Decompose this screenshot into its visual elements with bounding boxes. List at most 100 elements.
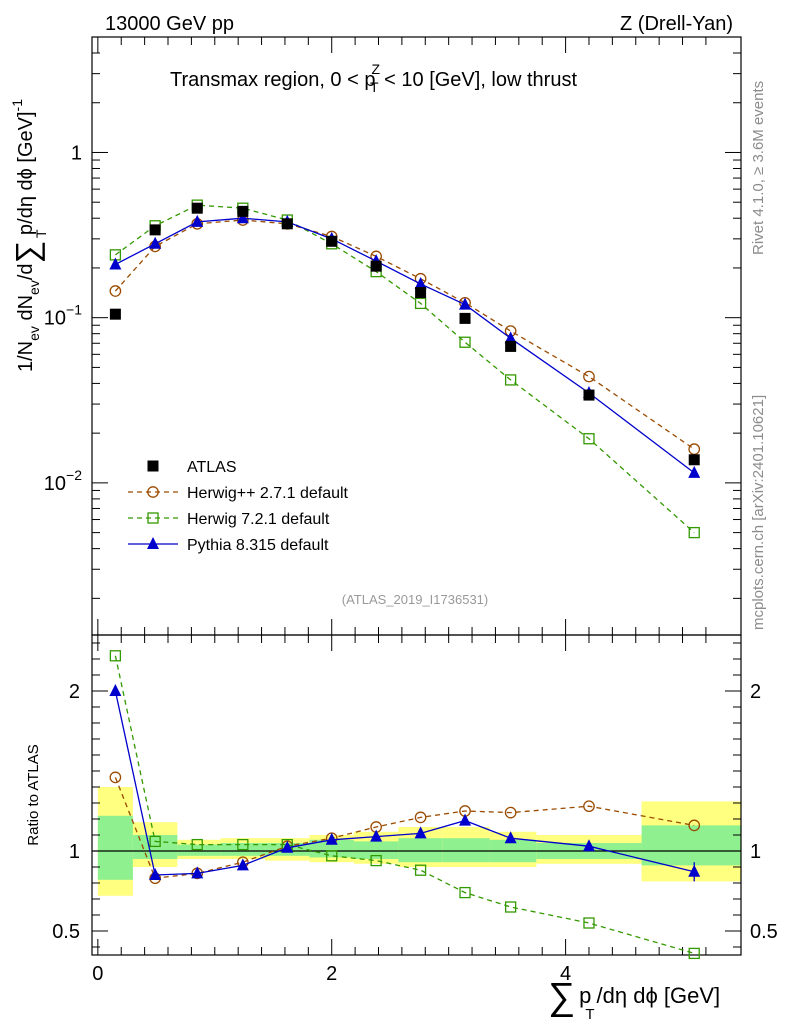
band-inner-0 [97,815,133,880]
ratio-point-herwig-7-2-1-default-10 [583,917,595,929]
main-point-atlas-8 [459,312,471,324]
energy-label: 13000 GeV pp [105,13,234,35]
main-point-herwig-7-2-1-default-9 [504,374,517,386]
legend-marker-herwig-2-7-1-default [147,486,159,498]
ratio-point-pythia-8-315-default-4 [281,840,294,853]
ylabel-part-4: /d [15,263,37,280]
main-title: Transmax region, 0 < pZ T < 10 [GeV], low… [170,61,577,95]
xlabel-sub-t: T [585,1006,594,1023]
main-point-atlas-4 [281,218,293,230]
ratio-line-herwig-7-2-1-default [114,655,695,955]
ylabel-part-2: dN [15,295,37,326]
ratio-point-herwig-7-2-1-default-0 [109,650,122,662]
main-y-label: 1/Nev dNev/d∑ pT /dη dϕ [GeV]-1 [9,99,49,372]
main-line-pythia-8-315-default [115,217,695,474]
ratio-point-herwig-7-2-1-default-9 [504,901,517,913]
ratio-point-herwig-2-7-1-default-11 [688,819,701,832]
ylabel-sum-sign: ∑ [9,241,45,264]
main-point-pythia-8-315-default-9 [504,331,517,344]
ratio-point-herwig-2-7-1-default-7 [414,811,427,824]
ylabel-part-0: 1/N [15,341,37,372]
ratio-point-herwig-2-7-1-default-10 [583,800,595,813]
axis-ticks [92,36,741,955]
ratio-point-pythia-8-315-default-8 [459,813,472,826]
ratio-point-herwig-2-7-1-default-9 [504,806,517,819]
xlabel-rest: /dη dϕ [GeV] [597,983,721,1008]
ratio-point-herwig-7-2-1-default-7 [414,864,427,876]
ratio-point-pythia-8-315-default-10 [582,839,595,852]
ratio-point-pythia-8-315-default-9 [504,831,517,844]
ratio-point-pythia-8-315-default-3 [236,858,249,871]
rivet-label: Rivet 4.1.0, ≥ 3.6M events [750,81,767,255]
main-point-herwig-7-2-1-default-10 [583,433,595,445]
title-part-1: Transmax region, 0 < p [170,69,375,91]
main-point-herwig-7-2-1-default-7 [414,297,427,310]
ylabel-sup-minus1: -1 [9,99,25,112]
ylabel-part-6: p [15,224,37,241]
ratio-point-herwig-7-2-1-default-11 [688,947,700,960]
process-label: Z (Drell-Yan) [620,13,733,35]
main-point-pythia-8-315-default-11 [688,465,701,478]
main-point-atlas-5 [326,235,338,247]
main-point-pythia-8-315-default-8 [459,297,472,310]
main-point-atlas-3 [237,205,249,217]
main-plot-marks [109,199,701,539]
ylabel-sub-ev1: ev [26,326,42,341]
main-point-atlas-1 [149,224,161,236]
ratio-point-herwig-2-7-1-default-0 [109,771,122,784]
main-point-atlas-10 [583,389,595,401]
ratio-ytick-label-left-1: 1 [69,841,80,863]
main-point-herwig-2-7-1-default-0 [109,285,122,297]
main-point-herwig-2-7-1-default-10 [583,370,595,383]
ratio-ytick-label-left-2: 2 [69,681,80,703]
title-sup-z: Z [371,61,380,77]
band-inner-8 [442,838,490,863]
ratio-point-herwig-7-2-1-default-1 [149,835,161,848]
ratio-xtick-label-2: 4 [560,963,571,985]
ratio-uncertainty-bands [92,787,741,896]
band-inner-7 [398,838,443,863]
ylabel-sub-ev2: ev [26,280,42,295]
ratio-ytick-label-left-0: 0.5 [52,921,80,943]
xlabel-p: p [579,983,591,1008]
xlabel-sum-sign: ∑ [548,976,575,1018]
legend-marker-atlas [147,460,159,472]
ratio-ytick-label-right-2: 2 [750,681,761,703]
ratio-point-pythia-8-315-default-5 [325,832,338,845]
main-point-herwig-2-7-1-default-11 [688,443,701,456]
legend-marker-herwig-7-2-1-default [147,512,159,524]
band-inner-5 [309,839,354,858]
main-point-atlas-2 [191,202,203,214]
ratio-line-pythia-8-315-default [114,690,695,876]
ylabel-part-8: /dη dϕ [GeV] [15,111,37,229]
ratio-ytick-label-right-1: 1 [750,841,761,863]
x-axis-label: ∑ p T/dη dϕ [GeV] [548,976,720,1023]
title-part-2: < 10 [GeV], low thrust [379,69,578,91]
ratio-point-pythia-8-315-default-1 [149,868,162,880]
ylabel-sub-t: T [33,229,49,238]
ratio-xtick-label-0: 0 [92,963,103,985]
ratio-point-herwig-7-2-1-default-2 [191,838,203,851]
axis-tick-labels: 1 10−1 10−2 0 2 4 0.5 0.5 1 1 2 2 [44,142,778,985]
title-sub-t: T [370,79,379,95]
ratio-plot-frame [91,634,742,956]
main-point-pythia-8-315-default-7 [414,276,427,289]
ratio-y-label: Ratio to ATLAS [25,744,42,845]
legend-label-herwig-7-2-1-default: Herwig 7.2.1 default [187,511,330,528]
ratio-point-pythia-8-315-default-6 [370,829,383,842]
main-point-atlas-6 [370,260,382,272]
main-point-herwig-7-2-1-default-11 [688,526,700,539]
ratio-plot-marks [109,650,701,960]
main-line-herwig-2-7-1-default [114,219,695,450]
main-ytick-label-1: 10−1 [44,302,82,330]
band-inner-6 [353,841,399,859]
main-point-pythia-8-315-default-1 [149,236,162,249]
analysis-tag: (ATLAS_2019_I1736531) [342,592,488,607]
mcplots-label: mcplots.cern.ch [arXiv:2401.10621] [750,395,767,630]
legend-marker-pythia-8-315-default [147,537,159,549]
ratio-point-pythia-8-315-default-2 [191,866,204,879]
ratio-point-herwig-7-2-1-default-3 [237,838,249,851]
ratio-point-herwig-7-2-1-default-8 [459,886,471,899]
ratio-point-pythia-8-315-default-7 [414,826,427,839]
